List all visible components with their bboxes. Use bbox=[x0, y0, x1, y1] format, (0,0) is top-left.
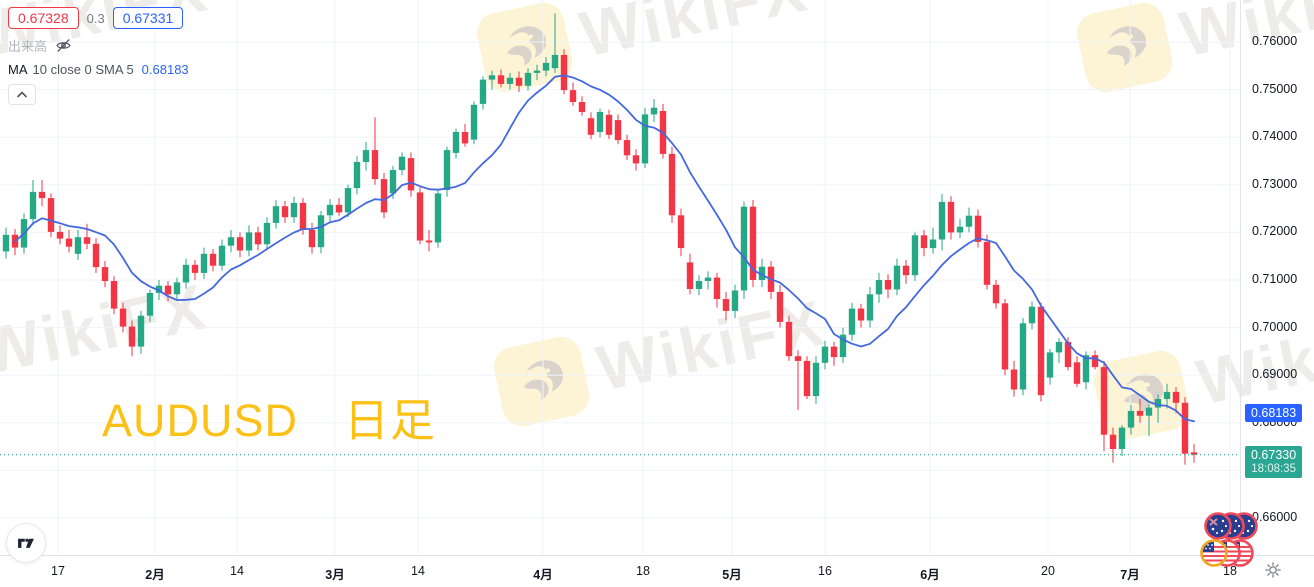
chart-legend: 0.67328 0.3 0.67331 出来高 MA 10 close 0 SM… bbox=[8, 7, 189, 105]
symbol-title: AUDUSD 日足 bbox=[102, 395, 437, 446]
time-axis-label: 14 bbox=[411, 564, 425, 578]
spread-value: 0.3 bbox=[86, 10, 105, 26]
chevron-up-icon bbox=[17, 91, 27, 98]
time-axis-label: 4月 bbox=[533, 568, 553, 582]
time-axis-label: 18 bbox=[1223, 564, 1237, 578]
time-axis-label: 7月 bbox=[1120, 568, 1140, 582]
ma-indicator-params: 10 close 0 SMA 5 bbox=[32, 62, 134, 77]
price-axis-label: 0.72000 bbox=[1252, 224, 1298, 239]
candlestick-chart[interactable] bbox=[0, 0, 1240, 555]
countdown-timer: 18:08:35 bbox=[1251, 462, 1296, 475]
ma-price-badge: 0.68183 bbox=[1245, 404, 1303, 423]
time-axis-label: 6月 bbox=[920, 568, 940, 582]
sell-price-button[interactable]: 0.67328 bbox=[8, 7, 79, 29]
axis-settings-gear-icon[interactable] bbox=[1264, 561, 1282, 584]
price-axis-label: 0.66000 bbox=[1252, 510, 1298, 524]
ma-indicator-label: MA bbox=[8, 62, 28, 77]
buy-price-button[interactable]: 0.67331 bbox=[112, 7, 184, 29]
usd-flag-icon bbox=[1200, 539, 1228, 567]
price-axis-label: 0.71000 bbox=[1252, 272, 1298, 286]
price-axis-label: 0.70000 bbox=[1252, 319, 1298, 334]
time-axis-label: 20 bbox=[1041, 564, 1055, 578]
time-axis-label: 5月 bbox=[722, 568, 742, 582]
price-axis-label: 0.74000 bbox=[1252, 129, 1298, 144]
currency-pair-flags[interactable] bbox=[1178, 510, 1258, 576]
time-axis-label: 17 bbox=[51, 564, 65, 578]
volume-indicator-label: 出来高 bbox=[8, 39, 48, 54]
last-price-value: 0.67330 bbox=[1251, 447, 1297, 462]
price-axis-label: 0.69000 bbox=[1252, 367, 1298, 382]
time-axis-label: 18 bbox=[636, 564, 650, 578]
ma-indicator-value: 0.68183 bbox=[141, 62, 189, 77]
aud-flag-icon bbox=[1204, 512, 1232, 540]
price-axis-label: 0.75000 bbox=[1252, 81, 1298, 96]
collapse-legend-button[interactable] bbox=[8, 84, 36, 105]
eye-off-icon[interactable] bbox=[55, 37, 72, 54]
last-price-badge: 0.67330 18:08:35 bbox=[1245, 445, 1303, 478]
time-axis-label: 3月 bbox=[325, 568, 345, 582]
tradingview-logo[interactable] bbox=[6, 523, 46, 563]
price-axis-label: 0.73000 bbox=[1252, 176, 1298, 191]
time-axis-label: 14 bbox=[230, 564, 244, 578]
price-axis[interactable]: 0.68183 0.67330 18:08:35 0.76000 0.75000 0… bbox=[1240, 0, 1314, 555]
price-axis-label: 0.76000 bbox=[1252, 34, 1298, 48]
time-axis-label: 2月 bbox=[145, 568, 165, 582]
time-axis-label: 16 bbox=[818, 564, 832, 578]
time-axis[interactable]: 17 2月 14 3月 14 4月 18 5月 16 6月 20 7月 18 bbox=[0, 555, 1314, 587]
